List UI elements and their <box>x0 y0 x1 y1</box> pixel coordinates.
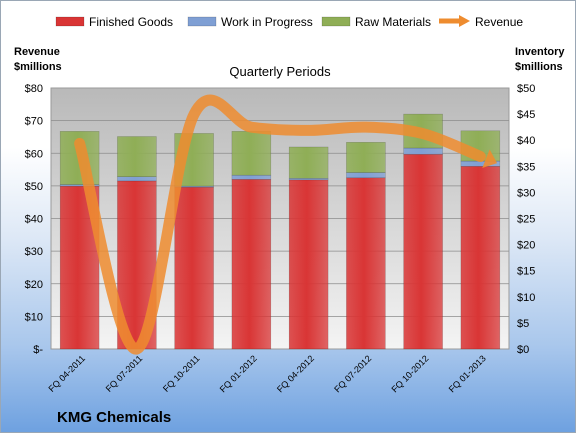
bar-work-in-progress <box>346 172 386 179</box>
right-tick-label: $45 <box>517 109 535 121</box>
left-tick-label: $50 <box>25 181 43 193</box>
bar-work-in-progress <box>403 147 443 155</box>
revenue-arrowhead <box>482 149 498 169</box>
legend-swatch-work-in-progress <box>187 16 217 27</box>
right-tick-label: $5 <box>517 318 529 330</box>
legend-arrow-revenue <box>459 15 470 27</box>
right-tick-label: $20 <box>517 240 535 252</box>
left-tick-label: $30 <box>25 246 43 258</box>
right-tick-label: $40 <box>517 135 535 147</box>
category-label: FQ 10-2011 <box>161 353 202 394</box>
category-label: FQ 07-2012 <box>332 353 373 394</box>
category-label: FQ 01-2013 <box>447 353 488 394</box>
right-tick-label: $25 <box>517 214 535 226</box>
bar-work-in-progress <box>231 174 272 180</box>
left-tick-label: $40 <box>25 214 43 226</box>
bar-finished-goods <box>231 179 272 350</box>
bar-finished-goods <box>460 166 501 350</box>
category-label: FQ 04-2011 <box>46 353 87 394</box>
right-tick-label: $15 <box>517 266 535 278</box>
left-tick-label: $- <box>33 344 43 356</box>
category-label: FQ 04-2012 <box>275 353 316 394</box>
bar-raw-materials <box>346 142 386 173</box>
bar-raw-materials <box>231 131 272 176</box>
right-tick-label: $10 <box>517 292 535 304</box>
left-tick-label: $80 <box>25 83 43 95</box>
right-tick-label: $0 <box>517 344 529 356</box>
revenue-line <box>74 94 486 355</box>
legend-label: Revenue <box>475 15 523 29</box>
right-axis-title: Inventory $millions <box>515 46 565 73</box>
category-label: FQ 10-2012 <box>390 353 431 394</box>
bar-finished-goods <box>346 177 386 350</box>
left-tick-label: $10 <box>25 311 43 323</box>
legend-swatch-finished-goods <box>55 16 85 27</box>
legend-label: Raw Materials <box>355 15 431 29</box>
legend-label: Finished Goods <box>89 15 173 29</box>
left-tick-label: $60 <box>25 148 43 160</box>
bar-finished-goods <box>403 154 443 350</box>
left-tick-label: $70 <box>25 116 43 128</box>
legend-label: Work in Progress <box>221 15 313 29</box>
bar-finished-goods <box>288 179 329 350</box>
left-axis-title: Revenue $millions <box>14 46 62 73</box>
bar-finished-goods <box>174 186 214 350</box>
right-tick-label: $50 <box>517 83 535 95</box>
legend-swatch-raw-materials <box>321 16 351 27</box>
bar-work-in-progress <box>117 176 157 182</box>
company-name: KMG Chemicals <box>57 409 172 426</box>
bar-raw-materials <box>117 136 157 177</box>
right-tick-label: $35 <box>517 161 535 173</box>
bar-raw-materials <box>288 146 329 179</box>
left-tick-label: $20 <box>25 279 43 291</box>
category-label: FQ 01-2012 <box>218 353 259 394</box>
category-label: FQ 07-2011 <box>104 353 145 394</box>
chart-title: Quarterly Periods <box>229 64 331 79</box>
right-tick-label: $30 <box>517 187 535 199</box>
